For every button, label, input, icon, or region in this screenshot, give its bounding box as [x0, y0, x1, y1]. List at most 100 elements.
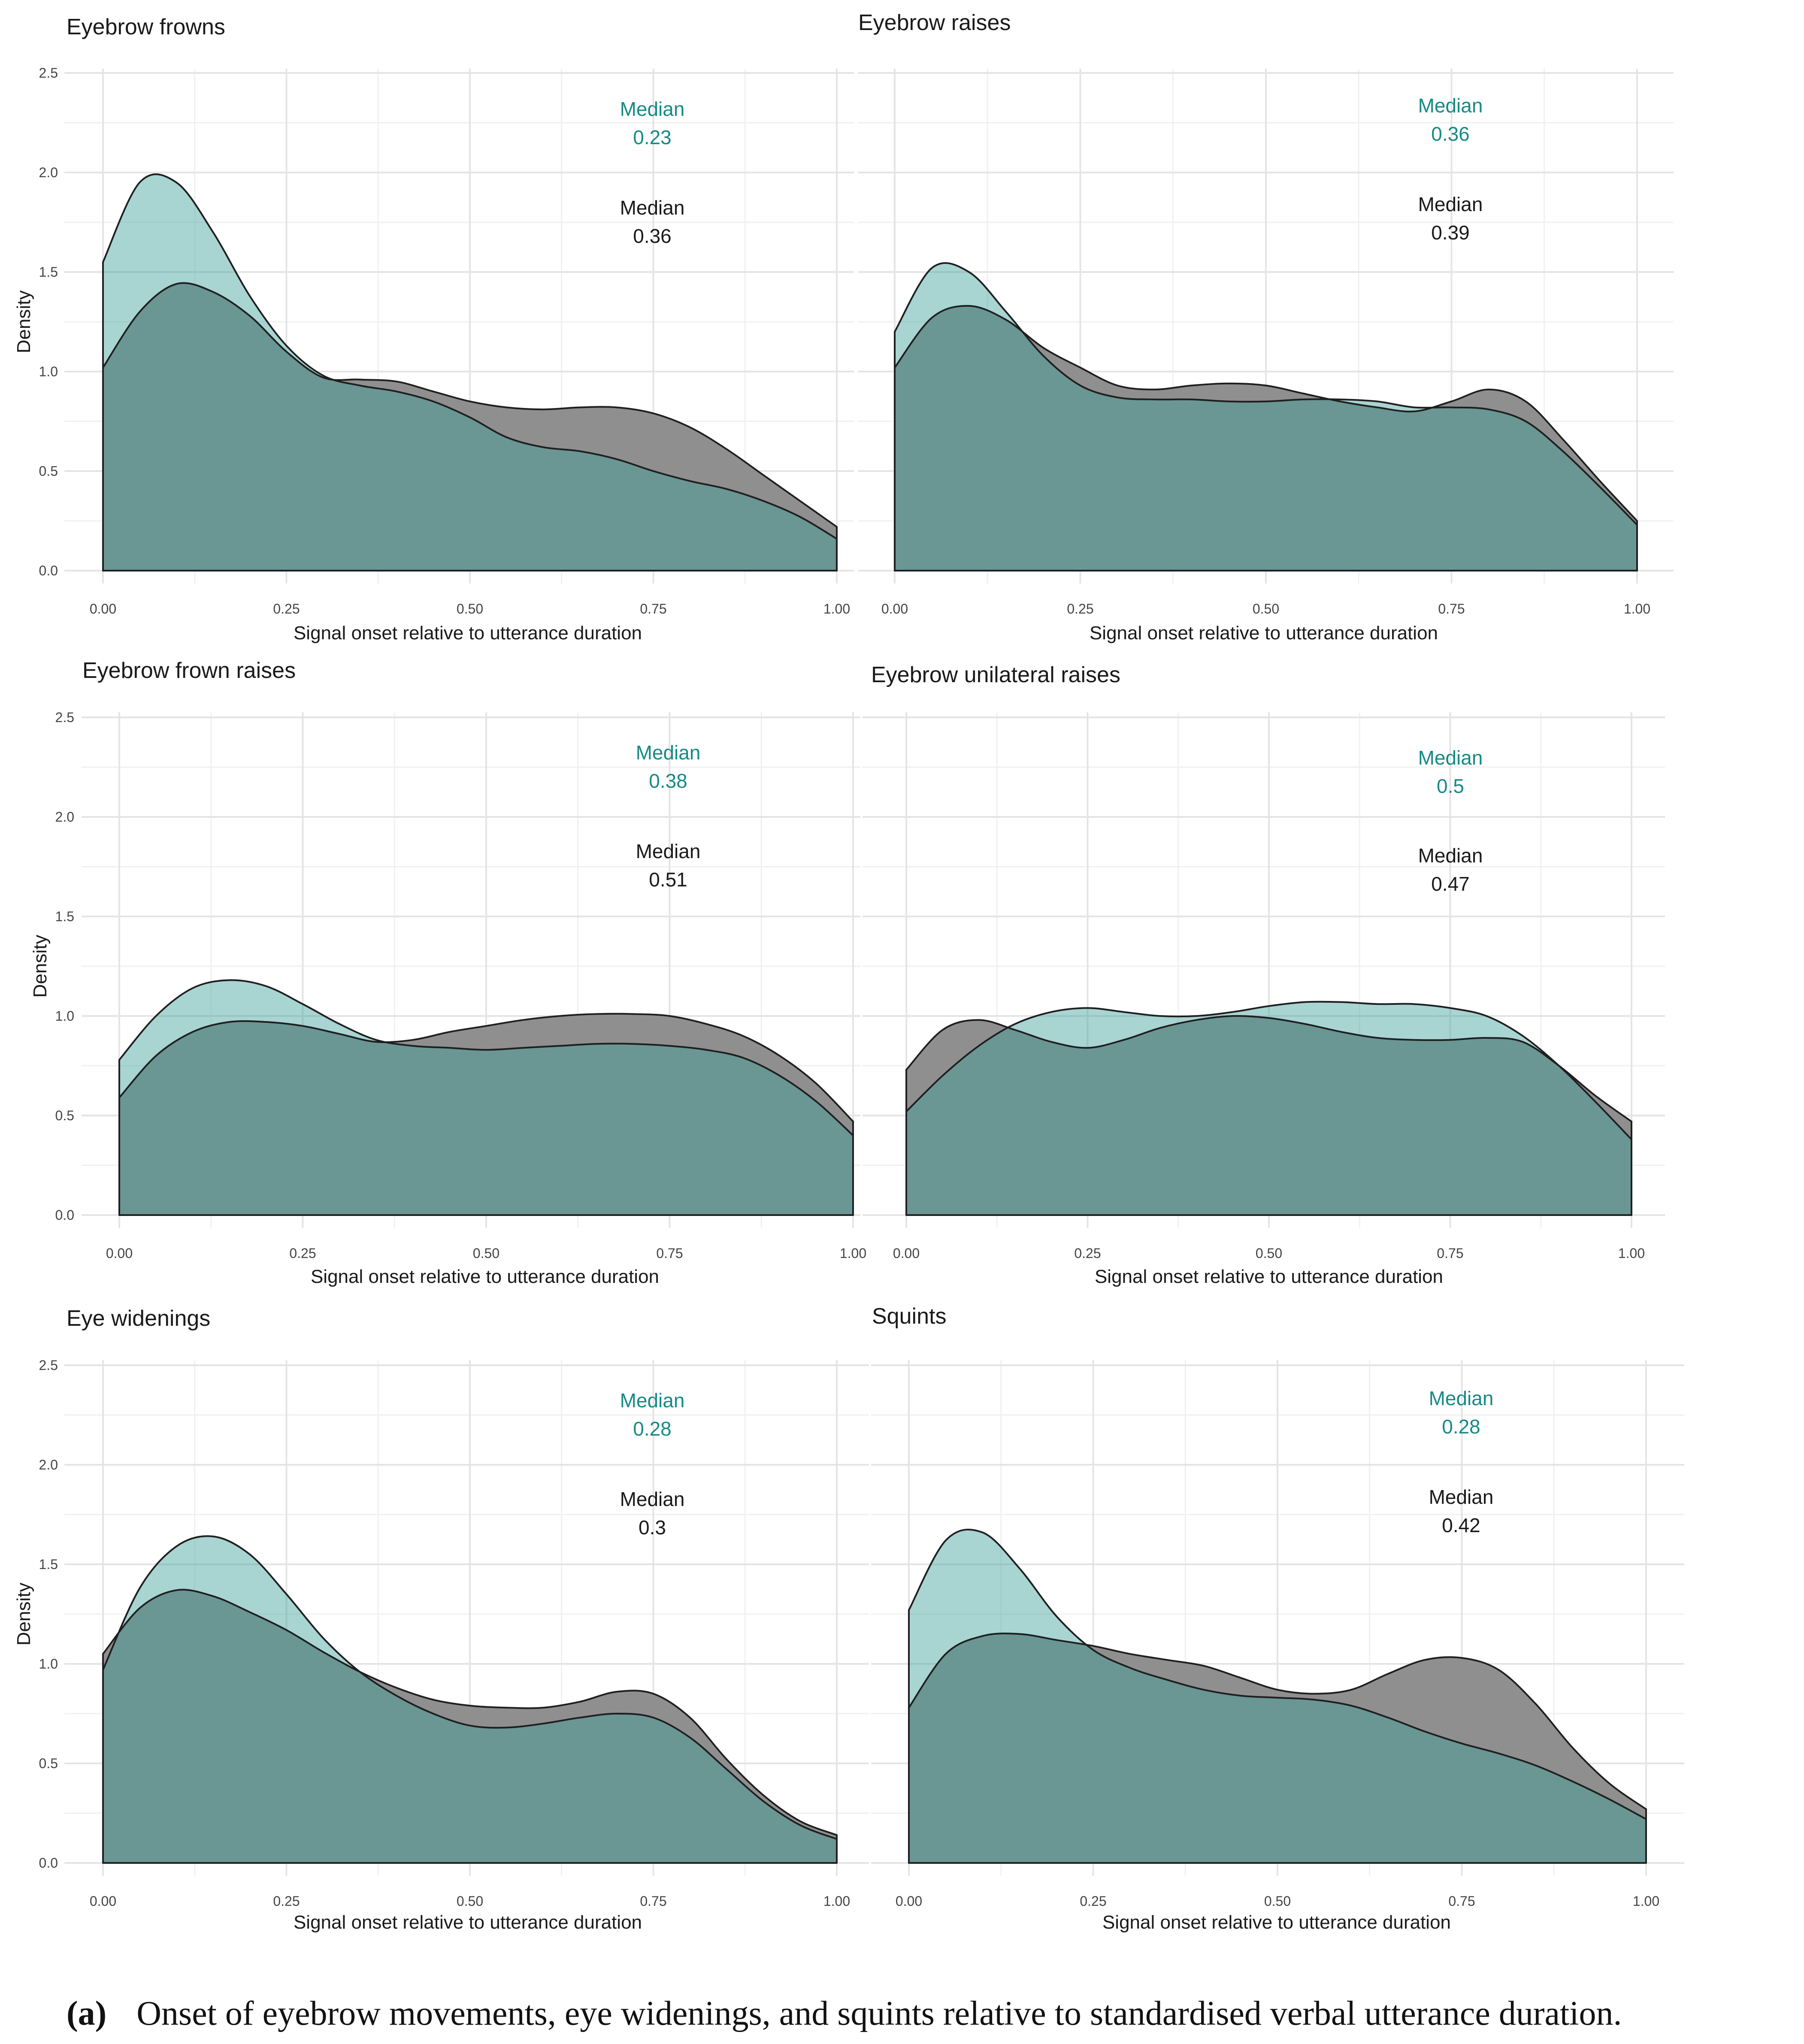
x-tick-label: 0.00	[893, 1246, 920, 1261]
y-tick-label: 2.5	[39, 65, 58, 81]
panel-title: Eyebrow frown raises	[82, 658, 296, 683]
y-tick-label: 0.0	[39, 1855, 58, 1871]
x-tick-label: 0.75	[640, 601, 666, 617]
panel-2: 0.00 0.25 0.50 0.75 1.00 Signal onset relativ…	[858, 10, 1674, 644]
panel-title: Eye widenings	[67, 1306, 210, 1331]
x-tick-label: 0.00	[896, 1893, 922, 1909]
y-tick-label: 2.0	[39, 165, 58, 180]
y-tick-label: 1.5	[55, 909, 74, 924]
density-area-teal	[103, 1536, 837, 1863]
median-label-teal: Median	[1418, 94, 1483, 117]
panel-6: 0.00 0.25 0.50 0.75 1.00 Signal onset relativ…	[871, 1304, 1684, 1933]
density-outline-teal	[118, 979, 854, 1216]
x-tick-label: 0.50	[1253, 601, 1279, 617]
x-tick-label: 0.25	[1074, 1246, 1101, 1261]
median-value-teal: 0.38	[649, 770, 687, 792]
median-value-teal: 0.28	[1442, 1415, 1480, 1438]
median-label-teal: Median	[1429, 1387, 1494, 1409]
x-tick-label: 0.75	[656, 1246, 683, 1261]
median-label-grey: Median	[620, 197, 685, 219]
density-outline-grey	[118, 1013, 854, 1216]
x-tick-label: 0.50	[1264, 1893, 1291, 1909]
x-tick-label: 0.00	[881, 601, 908, 617]
median-label-teal: Median	[636, 741, 701, 764]
y-tick-label: 0.5	[55, 1108, 74, 1123]
y-tick-label: 2.5	[39, 1358, 58, 1373]
x-tick-label: 0.00	[106, 1246, 133, 1261]
median-value-teal: 0.28	[633, 1418, 672, 1440]
y-tick-label: 0.0	[55, 1207, 74, 1223]
y-tick-label: 1.0	[39, 1656, 58, 1672]
median-label-teal: Median	[620, 1389, 685, 1412]
median-value-grey: 0.39	[1431, 221, 1470, 244]
density-outline-grey	[102, 282, 838, 571]
median-value-grey: 0.47	[1431, 873, 1470, 895]
density-outline-teal	[908, 1528, 1647, 1864]
x-tick-label: 0.00	[90, 1893, 116, 1909]
panel-title: Eyebrow frowns	[67, 15, 225, 39]
y-tick-label: 1.5	[39, 264, 58, 280]
x-axis-label: Signal onset relative to utterance durat…	[1095, 1266, 1443, 1287]
density-outline-grey	[908, 1633, 1647, 1864]
y-tick-label: 2.0	[55, 809, 74, 825]
x-tick-label: 0.75	[1437, 1246, 1463, 1261]
median-value-grey: 0.3	[639, 1516, 666, 1539]
x-tick-label: 0.25	[289, 1246, 316, 1261]
x-tick-label: 0.25	[273, 1893, 300, 1909]
density-outline-teal	[894, 262, 1638, 571]
x-tick-label: 0.75	[1448, 1893, 1475, 1909]
y-axis-label: Density	[30, 935, 51, 998]
caption-text: Onset of eyebrow movements, eye widening…	[136, 1995, 1622, 2032]
density-area-teal	[119, 980, 853, 1215]
y-tick-label: 1.0	[39, 364, 58, 379]
median-label-grey: Median	[636, 840, 701, 862]
panel-4: 0.00 0.25 0.50 0.75 1.00 Signal onset relativ…	[863, 662, 1665, 1287]
caption-label: (a)	[67, 1995, 107, 2032]
panel-title: Eyebrow unilateral raises	[871, 662, 1120, 687]
median-label-grey: Median	[1418, 844, 1483, 867]
median-value-grey: 0.42	[1442, 1514, 1480, 1536]
x-axis-label: Signal onset relative to utterance durat…	[294, 1912, 642, 1933]
x-tick-label: 0.75	[640, 1893, 666, 1909]
x-tick-label: 0.00	[90, 601, 116, 617]
x-tick-label: 1.00	[1633, 1893, 1659, 1909]
median-label-teal: Median	[620, 98, 685, 120]
x-axis-label: Signal onset relative to utterance durat…	[294, 623, 642, 644]
panel-5: 0.00 0.25 0.50 0.75 1.00 0.0 0.5 1.0 1.5 2.0 2.5 Si…	[13, 1306, 869, 1933]
density-area-grey	[119, 1013, 853, 1215]
median-value-teal: 0.23	[633, 126, 672, 148]
density-outline-teal	[102, 1535, 838, 1864]
x-tick-label: 0.25	[1067, 601, 1093, 617]
density-outline-teal	[102, 173, 838, 571]
y-axis-label: Density	[13, 290, 34, 354]
panel-title: Squints	[872, 1304, 946, 1329]
x-tick-label: 0.50	[457, 1893, 483, 1909]
median-value-teal: 0.36	[1431, 123, 1470, 145]
x-tick-label: 0.25	[1080, 1893, 1106, 1909]
density-area-grey	[103, 283, 837, 571]
x-tick-label: 0.50	[457, 601, 483, 617]
density-outline-grey	[102, 1589, 838, 1864]
median-label-grey: Median	[1429, 1486, 1494, 1508]
density-area-teal	[906, 1001, 1631, 1215]
median-value-grey: 0.51	[649, 868, 687, 891]
panel-1: 0.00 0.25 0.50 0.75 1.00 0.0 0.5 1.0 1.5 2.0 2.5 Si…	[13, 15, 854, 644]
median-value-teal: 0.5	[1437, 775, 1464, 797]
x-axis-label: Signal onset relative to utterance durat…	[311, 1266, 659, 1287]
density-area-teal	[895, 263, 1637, 571]
density-outline-grey	[905, 1015, 1632, 1216]
panel-3: 0.00 0.25 0.50 0.75 1.00 0.0 0.5 1.0 1.5 2.0 2.5 Si…	[30, 658, 866, 1287]
panel-title: Eyebrow raises	[858, 10, 1011, 35]
x-tick-label: 0.75	[1438, 601, 1465, 617]
median-label-grey: Median	[1418, 193, 1483, 215]
x-tick-label: 0.50	[473, 1246, 499, 1261]
y-tick-label: 0.5	[39, 1756, 58, 1771]
x-tick-label: 0.25	[273, 601, 300, 617]
median-label-teal: Median	[1418, 747, 1483, 769]
x-tick-label: 1.00	[823, 601, 850, 617]
y-tick-label: 2.5	[55, 710, 74, 725]
y-tick-label: 0.5	[39, 463, 58, 479]
density-area-teal	[909, 1529, 1646, 1863]
x-tick-label: 0.50	[1256, 1246, 1282, 1261]
